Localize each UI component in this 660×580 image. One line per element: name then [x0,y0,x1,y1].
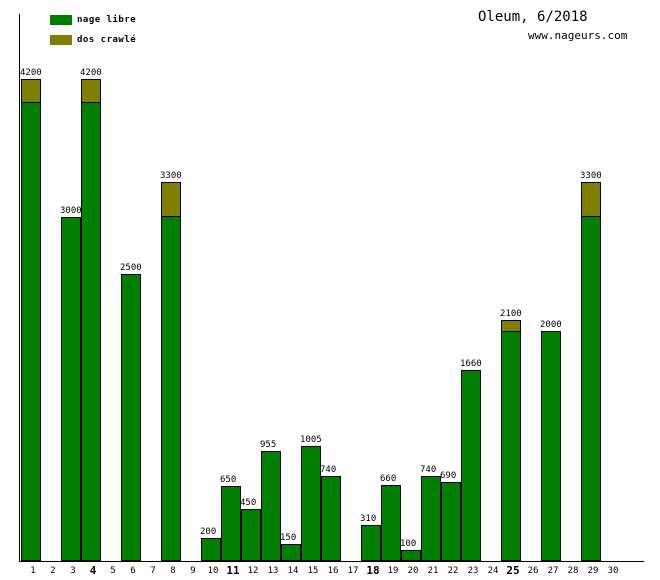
bar-day-6 [121,274,141,561]
bar-day-11 [221,486,241,561]
bar-value-label-day-22: 690 [440,471,457,481]
bar-value-label-day-14: 150 [280,533,297,543]
legend-item-nage-libre: nage libre [50,14,136,26]
bar-day-20 [401,550,421,561]
bar-day-29 [581,182,601,561]
bar-value-label-day-15: 1005 [300,435,322,445]
x-tick-label-day-15: 15 [307,566,319,576]
x-tick-label-day-16: 16 [327,566,339,576]
x-tick-label-day-12: 12 [247,566,259,576]
bar-day-18 [361,525,381,561]
legend: nage libre dos crawlé [50,14,136,54]
legend-item-dos-crawle: dos crawlé [50,34,136,46]
x-tick-label-day-18: 18 [366,564,380,577]
bar-day-8 [161,182,181,561]
bar-day-3 [61,217,81,561]
x-tick-label-day-14: 14 [287,566,299,576]
bar-day-14 [281,544,301,561]
x-tick-label-day-22: 22 [447,566,459,576]
bar-value-label-day-6: 2500 [120,263,142,273]
bar-value-label-day-23: 1660 [460,359,482,369]
x-tick-label-day-29: 29 [587,566,599,576]
x-tick-label-day-5: 5 [110,566,116,576]
bar-value-label-day-16: 740 [320,465,337,475]
bar-value-label-day-20: 100 [400,539,417,549]
x-tick-label-day-19: 19 [387,566,399,576]
bar-value-label-day-4: 4200 [80,68,102,78]
bar-value-label-day-11: 650 [220,475,237,485]
x-tick-label-day-20: 20 [407,566,419,576]
bar-day-1 [21,79,41,561]
bar-value-label-day-1: 4200 [20,68,42,78]
x-tick-label-day-25: 25 [506,564,520,577]
site-watermark: www.nageurs.com [528,29,628,42]
x-tick-label-day-9: 9 [190,566,196,576]
bar-value-label-day-18: 310 [360,514,377,524]
x-axis-line [19,561,644,562]
x-tick-label-day-24: 24 [487,566,499,576]
bar-value-label-day-10: 200 [200,527,217,537]
bar-day-22 [441,482,461,561]
bar-value-label-day-21: 740 [420,465,437,475]
legend-label-nage-libre: nage libre [77,15,137,25]
x-tick-label-day-13: 13 [267,566,279,576]
x-tick-label-day-11: 11 [226,564,240,577]
bar-value-label-day-13: 955 [260,440,277,450]
x-tick-label-day-30: 30 [607,566,619,576]
bar-day-25 [501,320,521,561]
chart-title: Oleum, 6/2018 [478,9,588,25]
bar-value-label-day-8: 3300 [160,171,182,181]
bar-value-label-day-12: 450 [240,498,257,508]
bar-olive-segment-day-25 [502,321,520,332]
x-tick-label-day-28: 28 [567,566,579,576]
y-axis-line [19,14,20,561]
bar-day-16 [321,476,341,561]
bar-value-label-day-19: 660 [380,474,397,484]
x-tick-label-day-6: 6 [130,566,136,576]
x-tick-label-day-27: 27 [547,566,559,576]
bar-day-23 [461,370,481,561]
x-tick-label-day-7: 7 [150,566,156,576]
bar-day-15 [301,446,321,561]
x-tick-label-day-23: 23 [467,566,479,576]
legend-swatch-dos-crawle [50,35,72,45]
bar-day-4 [81,79,101,561]
x-tick-label-day-26: 26 [527,566,539,576]
bar-value-label-day-29: 3300 [580,171,602,181]
bar-olive-segment-day-29 [582,183,600,217]
bar-day-13 [261,451,281,561]
bar-olive-segment-day-4 [82,80,100,103]
x-tick-label-day-4: 4 [89,564,97,577]
x-tick-label-day-21: 21 [427,566,439,576]
x-tick-label-day-8: 8 [170,566,176,576]
x-tick-label-day-2: 2 [50,566,56,576]
bar-value-label-day-27: 2000 [540,320,562,330]
bar-day-21 [421,476,441,561]
bar-day-27 [541,331,561,561]
bar-day-19 [381,485,401,561]
x-tick-label-day-1: 1 [30,566,36,576]
bar-olive-segment-day-8 [162,183,180,217]
x-tick-label-day-3: 3 [70,566,76,576]
x-tick-label-day-10: 10 [207,566,219,576]
bar-day-10 [201,538,221,561]
bar-day-12 [241,509,261,561]
bar-olive-segment-day-1 [22,80,40,103]
x-tick-label-day-17: 17 [347,566,359,576]
legend-swatch-nage-libre [50,15,72,25]
legend-label-dos-crawle: dos crawlé [77,35,137,45]
bar-value-label-day-3: 3000 [60,206,82,216]
bar-value-label-day-25: 2100 [500,309,522,319]
